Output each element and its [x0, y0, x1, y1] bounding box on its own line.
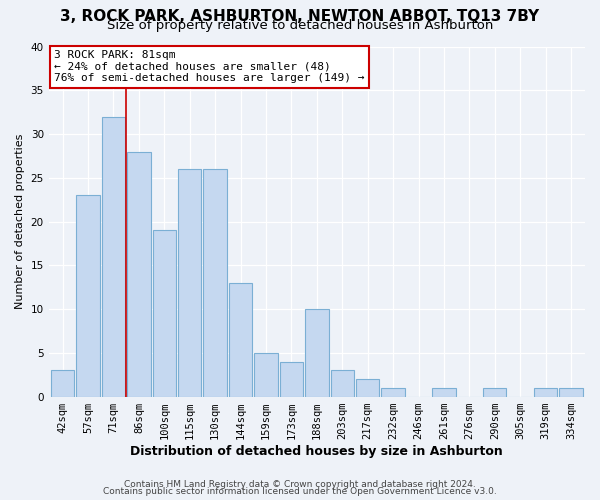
Bar [432, 388, 455, 396]
Bar [102, 116, 125, 396]
Bar [51, 370, 74, 396]
Bar [178, 169, 202, 396]
Bar [534, 388, 557, 396]
Bar [152, 230, 176, 396]
Bar [229, 283, 252, 397]
Bar [483, 388, 506, 396]
Text: Contains HM Land Registry data © Crown copyright and database right 2024.: Contains HM Land Registry data © Crown c… [124, 480, 476, 489]
Bar [305, 309, 329, 396]
Bar [559, 388, 583, 396]
Bar [127, 152, 151, 396]
Bar [76, 196, 100, 396]
Text: Size of property relative to detached houses in Ashburton: Size of property relative to detached ho… [107, 19, 493, 32]
Bar [203, 169, 227, 396]
Text: 3 ROCK PARK: 81sqm
← 24% of detached houses are smaller (48)
76% of semi-detache: 3 ROCK PARK: 81sqm ← 24% of detached hou… [54, 50, 365, 83]
Bar [331, 370, 354, 396]
X-axis label: Distribution of detached houses by size in Ashburton: Distribution of detached houses by size … [130, 444, 503, 458]
Bar [382, 388, 405, 396]
Bar [254, 353, 278, 397]
Bar [280, 362, 303, 396]
Text: 3, ROCK PARK, ASHBURTON, NEWTON ABBOT, TQ13 7BY: 3, ROCK PARK, ASHBURTON, NEWTON ABBOT, T… [61, 9, 539, 24]
Bar [356, 379, 379, 396]
Y-axis label: Number of detached properties: Number of detached properties [15, 134, 25, 309]
Text: Contains public sector information licensed under the Open Government Licence v3: Contains public sector information licen… [103, 487, 497, 496]
